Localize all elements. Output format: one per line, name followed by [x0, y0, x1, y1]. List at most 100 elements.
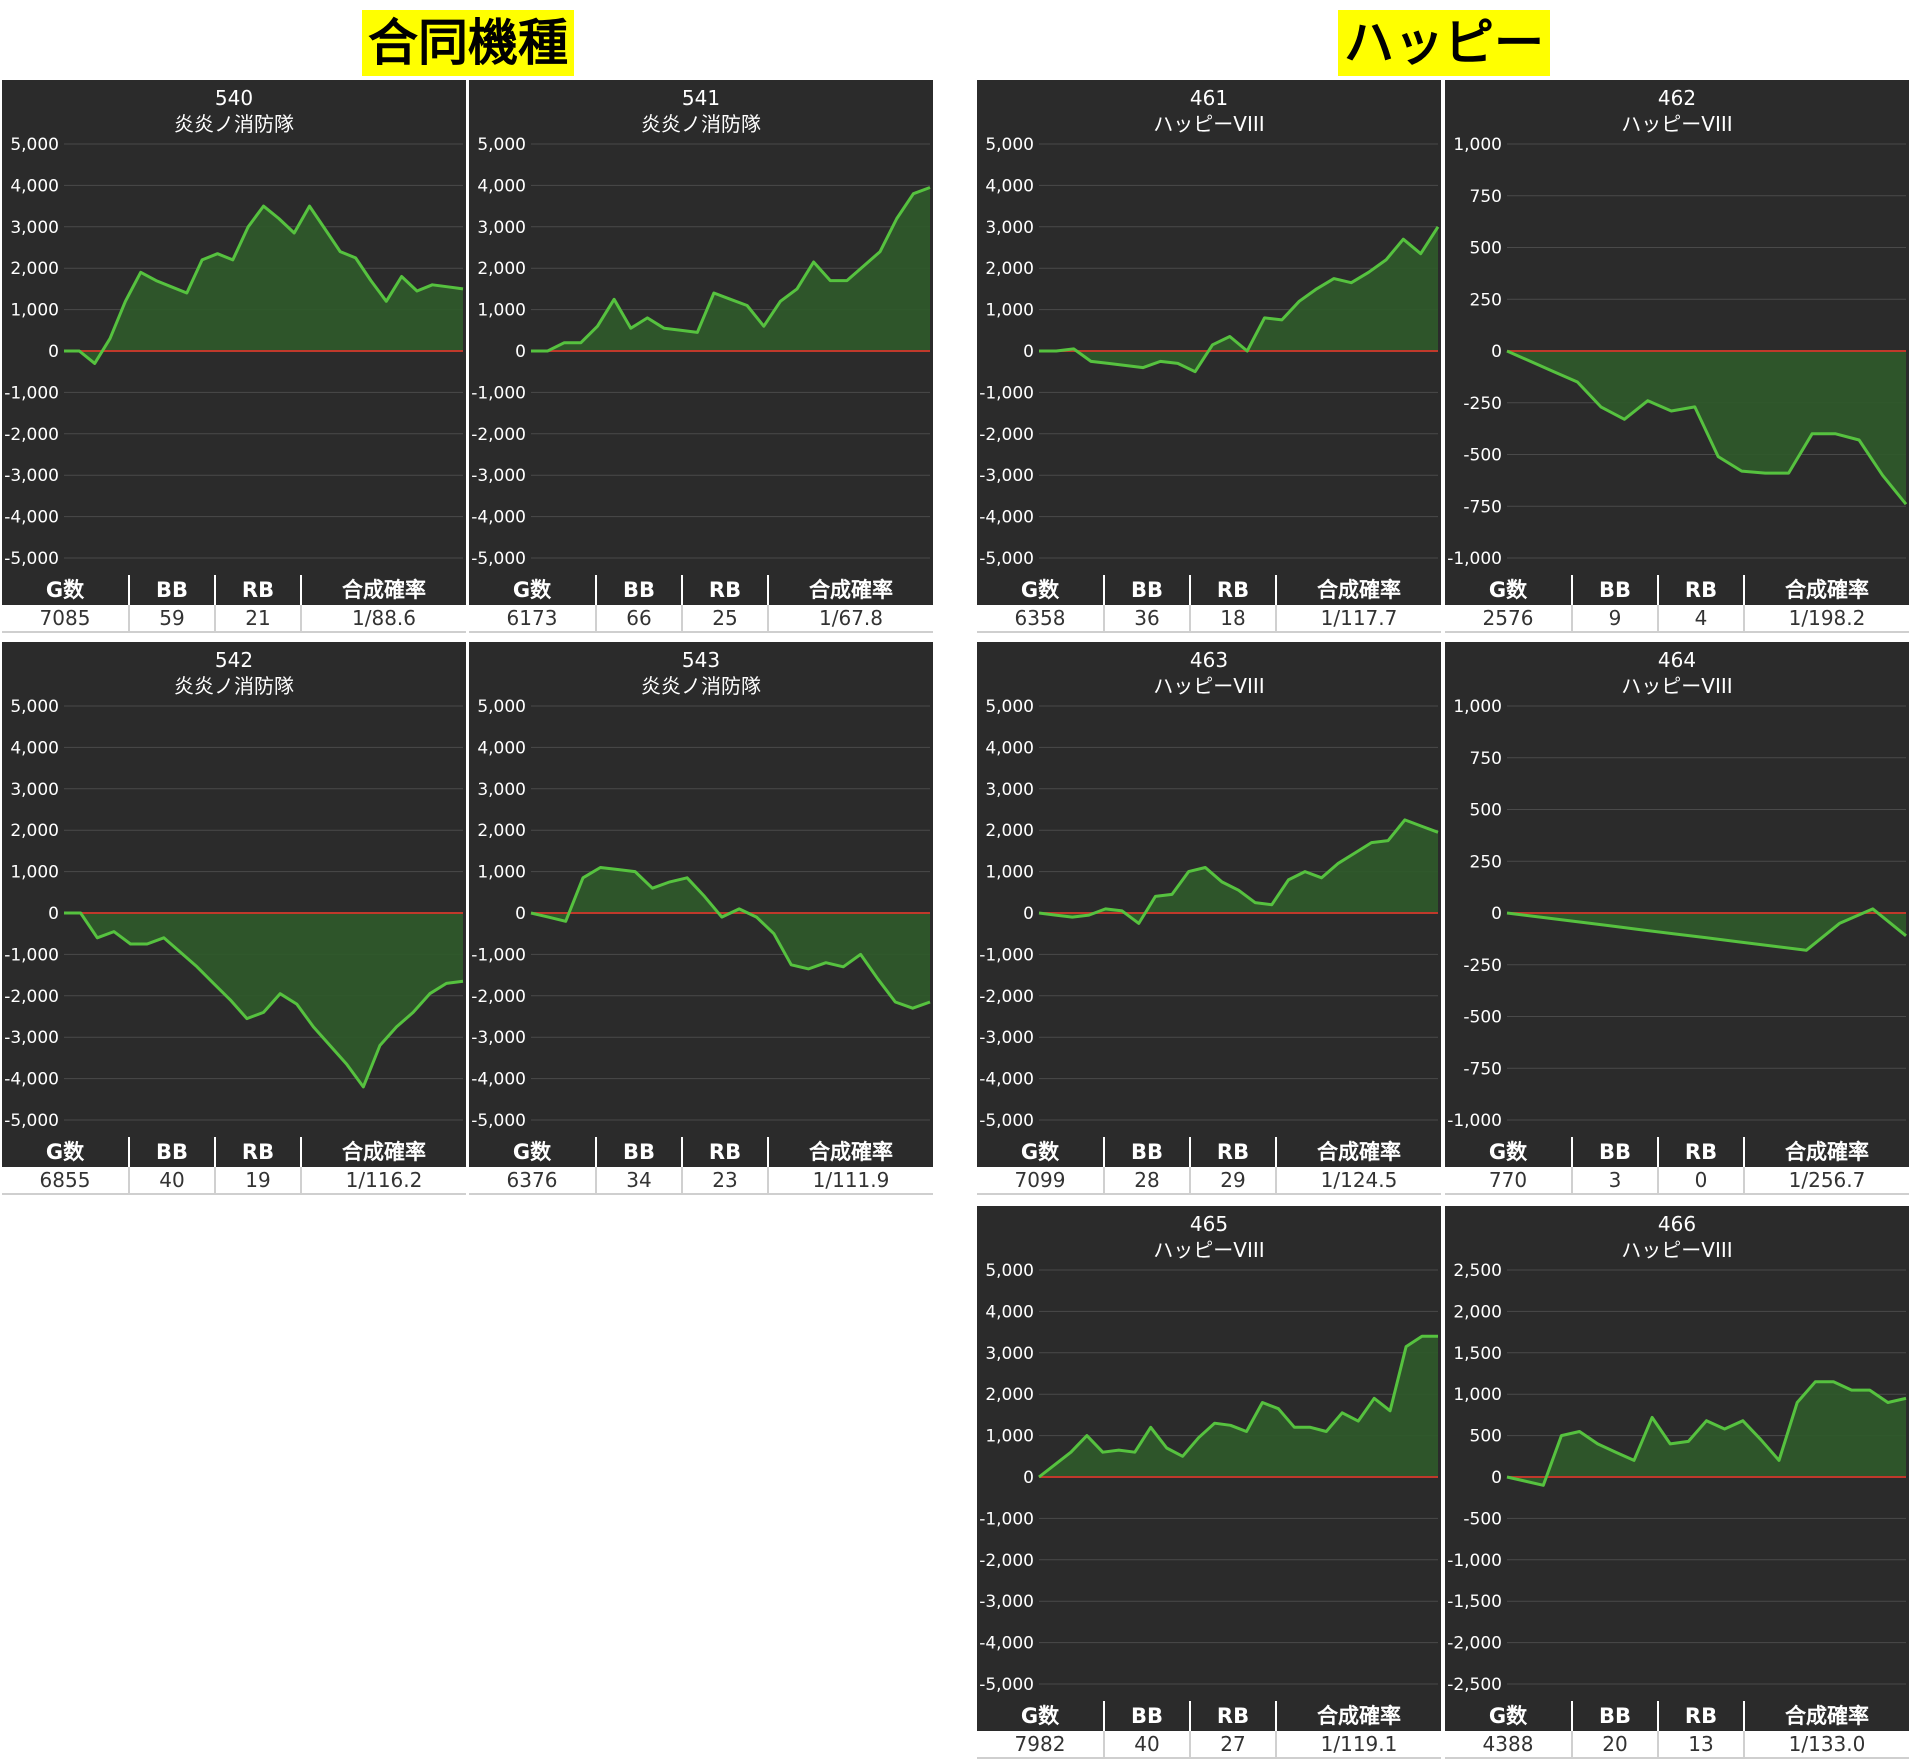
rb-count-value: 23 [681, 1167, 767, 1193]
y-tick-label: 1,500 [1453, 1344, 1502, 1364]
combined-rate-value: 1/67.8 [767, 605, 933, 631]
y-tick-label: -2,500 [1447, 1675, 1502, 1695]
chart-panel: 463 ハッピーVIII 5,000 4,000 3,000 2,000 1,000 0 -1,… [977, 642, 1441, 1198]
bb-count-value: 28 [1103, 1167, 1189, 1193]
rb-count-header: RB [681, 1137, 767, 1167]
y-tick-label: -250 [1463, 394, 1502, 414]
g-count-header: G数 [45, 1140, 85, 1164]
g-count-header: G数 [1488, 578, 1528, 602]
series-line [1038, 1334, 1438, 1479]
y-tick-label: 2,000 [1453, 1302, 1502, 1322]
bb-count-value: 59 [128, 605, 214, 631]
y-tick-label: -2,000 [471, 987, 526, 1007]
stats-table: G数 BB RB 合成確率 6376 34 23 1/111.9 [469, 1137, 933, 1195]
y-tick-label: 3,000 [985, 1344, 1034, 1364]
g-count-value: 7982 [1014, 1732, 1066, 1756]
y-tick-label: 1,000 [477, 301, 526, 321]
y-tick-label: -4,000 [979, 508, 1034, 528]
y-tick-label: 2,000 [10, 259, 59, 279]
y-tick-label: 1,000 [985, 1427, 1034, 1447]
g-count-header: G数 [512, 578, 552, 602]
y-tick-label: -5,000 [979, 549, 1034, 569]
plot-area: 541 炎炎ノ消防隊 5,000 4,000 3,000 2,000 1,000 0 -1,00… [469, 80, 933, 575]
y-tick-label: -1,000 [1447, 1111, 1502, 1131]
y-tick-label: -250 [1463, 956, 1502, 976]
combined-rate-value: 1/198.2 [1743, 605, 1909, 631]
plot-area: 543 炎炎ノ消防隊 5,000 4,000 3,000 2,000 1,000 0 -1,00… [469, 642, 933, 1137]
y-tick-label: 4,000 [985, 176, 1034, 196]
y-tick-label: -4,000 [4, 508, 59, 528]
y-tick-label: -1,000 [1447, 1551, 1502, 1571]
bb-count-header: BB [1571, 1701, 1657, 1731]
y-tick-label: 4,000 [477, 176, 526, 196]
bb-count-header: BB [1103, 1701, 1189, 1731]
y-tick-label: 750 [1470, 187, 1502, 207]
y-tick-label: 2,000 [477, 259, 526, 279]
stats-header-row: G数 BB RB 合成確率 [977, 575, 1441, 605]
stats-table: G数 BB RB 合成確率 6173 66 25 1/67.8 [469, 575, 933, 633]
combined-rate-header: 合成確率 [300, 1137, 466, 1167]
stats-header-row: G数 BB RB 合成確率 [469, 575, 933, 605]
stats-table: G数 BB RB 合成確率 2576 9 4 1/198.2 [1445, 575, 1909, 633]
series-area [531, 187, 930, 351]
plot-area: 461 ハッピーVIII 5,000 4,000 3,000 2,000 1,000 0 -1,… [977, 80, 1441, 575]
combined-rate-value: 1/111.9 [767, 1167, 933, 1193]
y-tick-label: -1,000 [471, 945, 526, 965]
y-tick-label: 2,500 [1453, 1261, 1502, 1281]
y-tick-label: 5,000 [477, 135, 526, 155]
y-tick-label: -5,000 [4, 1111, 59, 1131]
g-count-value: 6358 [1014, 606, 1066, 630]
y-tick-label: -5,000 [471, 549, 526, 569]
chart-panel: 540 炎炎ノ消防隊 5,000 4,000 3,000 2,000 1,000 0 -1,00… [2, 80, 466, 636]
rb-count-header: RB [1189, 575, 1275, 605]
y-tick-label: 2,000 [985, 259, 1034, 279]
y-tick-label: -5,000 [979, 1675, 1034, 1695]
machine-model: 炎炎ノ消防隊 [174, 674, 294, 698]
y-tick-label: -750 [1463, 497, 1502, 517]
y-tick-label: 1,000 [1453, 135, 1502, 155]
machine-number: 463 [1190, 648, 1228, 672]
section-title-left: 合同機種 [362, 10, 574, 76]
y-tick-label: -4,000 [979, 1634, 1034, 1654]
y-tick-label: 5,000 [10, 697, 59, 717]
stats-table: G数 BB RB 合成確率 7099 28 29 1/124.5 [977, 1137, 1441, 1195]
y-tick-label: -500 [1463, 446, 1502, 466]
bb-count-header: BB [1103, 575, 1189, 605]
g-count-header: G数 [1020, 1140, 1060, 1164]
y-tick-label: 1,000 [985, 863, 1034, 883]
rb-count-header: RB [1657, 575, 1743, 605]
y-tick-label: 4,000 [477, 738, 526, 758]
y-tick-label: 3,000 [10, 218, 59, 238]
chart-panel: 465 ハッピーVIII 5,000 4,000 3,000 2,000 1,000 0 -1,… [977, 1206, 1441, 1762]
combined-rate-header: 合成確率 [1743, 1137, 1909, 1167]
series-area [1039, 1336, 1438, 1477]
machine-number: 540 [215, 86, 253, 110]
rb-count-value: 25 [681, 605, 767, 631]
bb-count-header: BB [1103, 1137, 1189, 1167]
y-tick-label: 3,000 [985, 218, 1034, 238]
g-count-value: 4388 [1482, 1732, 1534, 1756]
y-tick-label: 0 [515, 904, 526, 924]
y-tick-label: 0 [1023, 904, 1034, 924]
stats-table: G数 BB RB 合成確率 770 3 0 1/256.7 [1445, 1137, 1909, 1195]
series-line [1506, 349, 1908, 506]
g-count-header: G数 [512, 1140, 552, 1164]
y-tick-label: 250 [1470, 852, 1502, 872]
bb-count-value: 40 [1103, 1731, 1189, 1757]
machine-model: 炎炎ノ消防隊 [174, 112, 294, 136]
combined-rate-value: 1/256.7 [1743, 1167, 1909, 1193]
bb-count-value: 34 [595, 1167, 681, 1193]
combined-rate-header: 合成確率 [1275, 575, 1441, 605]
y-tick-label: 5,000 [10, 135, 59, 155]
y-tick-label: -3,000 [979, 1592, 1034, 1612]
bb-count-header: BB [595, 575, 681, 605]
machine-model: ハッピーVIII [1621, 674, 1732, 698]
bb-count-header: BB [1571, 1137, 1657, 1167]
g-count-value: 2576 [1482, 606, 1534, 630]
series-area [1039, 819, 1438, 924]
y-tick-label: 5,000 [985, 697, 1034, 717]
